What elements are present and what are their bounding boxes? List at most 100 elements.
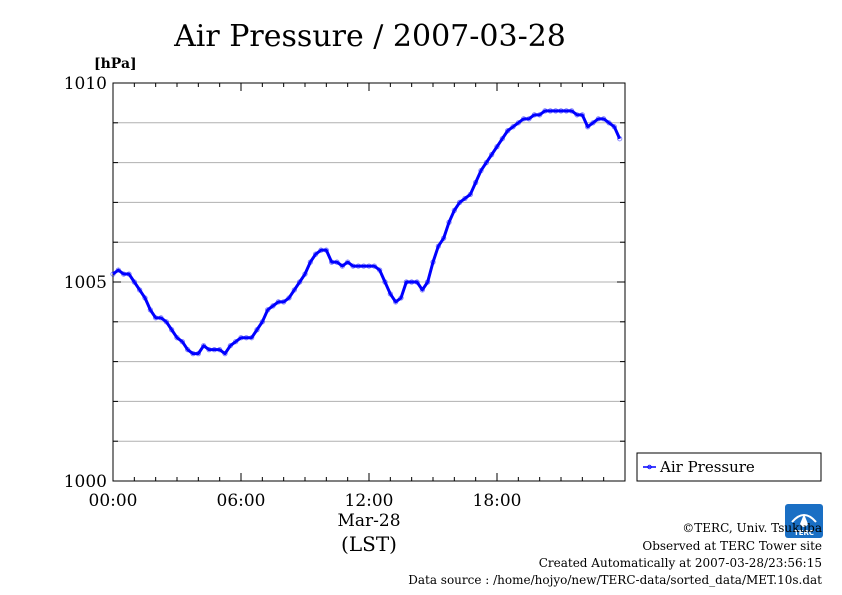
data-point <box>339 263 345 269</box>
data-point <box>585 124 591 130</box>
data-point <box>505 128 511 134</box>
data-point <box>579 112 585 118</box>
series-line-0 <box>112 109 622 356</box>
data-point <box>574 112 580 118</box>
footer-copyright: ©TERC, Univ. Tsukuba <box>682 521 822 535</box>
data-point <box>537 112 543 118</box>
data-point <box>169 327 175 333</box>
data-point <box>510 124 516 130</box>
data-point <box>425 279 431 285</box>
data-point <box>163 319 169 325</box>
data-point <box>414 279 420 285</box>
data-point <box>302 271 308 277</box>
data-point <box>211 347 217 353</box>
data-point <box>110 271 116 277</box>
data-point <box>313 251 319 257</box>
data-point <box>430 259 436 265</box>
data-point <box>462 195 468 202</box>
data-point <box>147 307 153 313</box>
y-tick-label-1005: 1005 <box>64 273 107 293</box>
footer-created: Created Automatically at 2007-03-28/23:5… <box>539 556 822 570</box>
data-point <box>494 144 500 150</box>
axis-ticks <box>112 82 626 482</box>
data-point <box>158 315 164 321</box>
data-point <box>142 295 148 301</box>
data-point <box>185 347 191 353</box>
legend-label-air-pressure: Air Pressure <box>659 458 755 476</box>
data-point <box>121 271 127 277</box>
x-tick-label-1200: 12:00 <box>345 491 394 511</box>
data-point <box>195 351 201 357</box>
data-point <box>254 327 260 333</box>
x-date-label: Mar-28 <box>337 511 400 531</box>
data-point <box>281 299 287 305</box>
data-point <box>451 207 457 213</box>
data-point <box>115 267 121 273</box>
data-point <box>286 295 292 301</box>
data-point <box>137 287 143 293</box>
data-point <box>558 108 564 114</box>
data-point <box>409 279 415 285</box>
data-point <box>467 191 473 198</box>
data-point <box>403 279 409 285</box>
data-point <box>473 179 479 186</box>
data-point <box>318 247 324 253</box>
data-point <box>526 116 532 122</box>
logo-drop-icon <box>800 514 808 527</box>
terc-logo: TERC <box>785 504 823 538</box>
x-tick-label-1800: 18:00 <box>473 491 522 511</box>
data-point <box>238 335 244 341</box>
data-point <box>499 136 505 142</box>
data-point <box>563 108 569 114</box>
data-point <box>297 279 303 285</box>
data-point <box>323 247 329 253</box>
data-point <box>553 108 559 114</box>
data-point <box>483 160 489 166</box>
data-point <box>329 259 335 265</box>
data-point <box>243 335 249 341</box>
data-point <box>601 116 607 122</box>
gridlines <box>113 122 625 442</box>
data-point <box>489 152 495 158</box>
data-point <box>457 199 463 205</box>
data-point <box>259 319 265 325</box>
data-point <box>291 287 297 293</box>
data-point <box>361 263 367 269</box>
data-point <box>217 347 223 353</box>
data-point <box>227 343 233 349</box>
data-point <box>179 339 185 345</box>
data-point <box>590 120 596 126</box>
x-tick-label-0000: 00:00 <box>89 491 138 511</box>
data-point <box>377 267 383 273</box>
data-point <box>446 219 452 225</box>
data-point <box>355 263 361 269</box>
data-point <box>617 136 623 142</box>
data-point <box>595 116 601 122</box>
data-point <box>174 335 180 341</box>
data-point <box>435 243 441 249</box>
data-point <box>307 259 313 265</box>
y-axis-unit-label: [hPa] <box>94 56 137 72</box>
x-axis-label: (LST) <box>341 532 397 556</box>
data-point <box>233 339 239 345</box>
data-point <box>531 112 537 118</box>
data-point <box>131 279 137 285</box>
data-point <box>521 116 527 122</box>
legend-box <box>636 452 822 482</box>
data-point <box>206 347 212 353</box>
data-point <box>569 108 575 114</box>
data-point <box>270 303 276 309</box>
data-point <box>419 287 425 293</box>
logo-text: TERC <box>794 529 814 537</box>
data-point <box>334 259 340 265</box>
footer-source: Data source : /home/hojyo/new/TERC-data/… <box>408 573 822 587</box>
data-point <box>249 335 255 341</box>
data-point <box>345 259 351 265</box>
data-point <box>398 295 404 301</box>
data-point <box>265 307 271 313</box>
legend-marker-swatch <box>647 464 652 470</box>
data-point <box>366 263 372 269</box>
data-point <box>201 343 207 349</box>
y-tick-label-1010: 1010 <box>64 74 107 94</box>
data-point <box>350 263 356 269</box>
